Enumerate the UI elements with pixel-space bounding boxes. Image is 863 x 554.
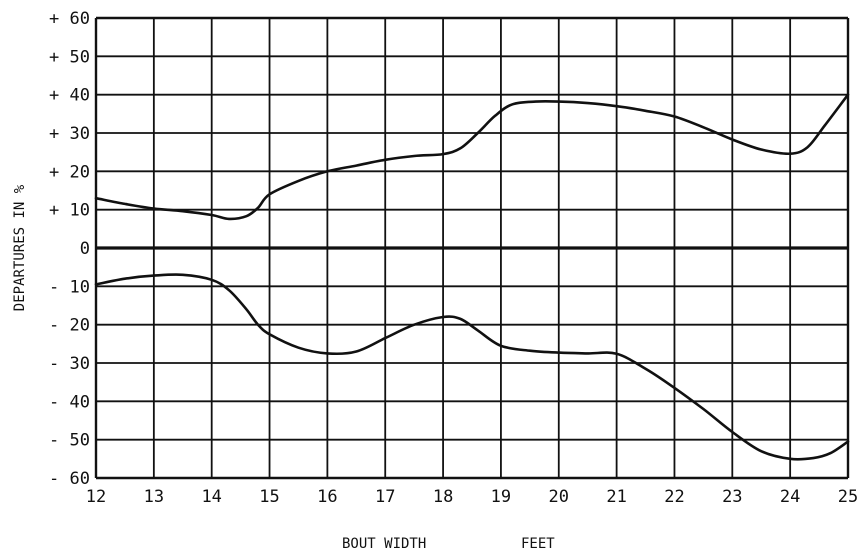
x-tick-label: 13 xyxy=(144,487,164,507)
grid xyxy=(94,16,850,480)
x-tick-label: 19 xyxy=(491,487,511,507)
x-tick-label: 14 xyxy=(201,487,221,507)
y-tick-label: + 20 xyxy=(49,162,90,182)
y-tick-label: 0 xyxy=(80,239,90,259)
y-axis-title: DEPARTURES IN % xyxy=(12,184,28,311)
y-tick-labels: + 60 + 50 + 40 + 30 + 20 + 10 0 - 10 - 20 - 30 - 4… xyxy=(49,9,90,489)
series-lines xyxy=(94,93,850,461)
lower-curve xyxy=(94,273,850,461)
y-tick-label: + 40 xyxy=(49,86,90,106)
x-tick-label: 21 xyxy=(606,487,626,507)
x-tick-label: 15 xyxy=(259,487,279,507)
y-tick-label: - 30 xyxy=(49,354,90,374)
y-tick-label: + 30 xyxy=(49,124,90,144)
y-tick-label: - 20 xyxy=(49,316,90,336)
y-tick-label: + 60 xyxy=(49,9,90,29)
x-tick-label: 24 xyxy=(780,487,800,507)
x-tick-label: 12 xyxy=(86,487,106,507)
y-tick-label: - 50 xyxy=(49,431,90,451)
y-tick-label: + 50 xyxy=(49,47,90,67)
x-tick-label: 25 xyxy=(838,487,858,507)
x-axis-unit: FEET xyxy=(521,536,555,552)
x-tick-label: 17 xyxy=(375,487,395,507)
x-axis-title: BOUT WIDTH xyxy=(342,536,426,552)
x-tick-label: 22 xyxy=(664,487,684,507)
upper-curve xyxy=(94,93,850,221)
y-tick-label: - 40 xyxy=(49,392,90,412)
x-tick-label: 23 xyxy=(722,487,742,507)
y-tick-label: + 10 xyxy=(49,201,90,221)
x-tick-label: 18 xyxy=(433,487,453,507)
x-tick-label: 20 xyxy=(549,487,569,507)
x-tick-labels: 12 13 14 15 16 17 18 19 20 21 22 23 24 25 xyxy=(86,487,858,507)
y-tick-label: - 60 xyxy=(49,469,90,489)
x-tick-label: 16 xyxy=(317,487,337,507)
y-tick-label: - 10 xyxy=(49,277,90,297)
